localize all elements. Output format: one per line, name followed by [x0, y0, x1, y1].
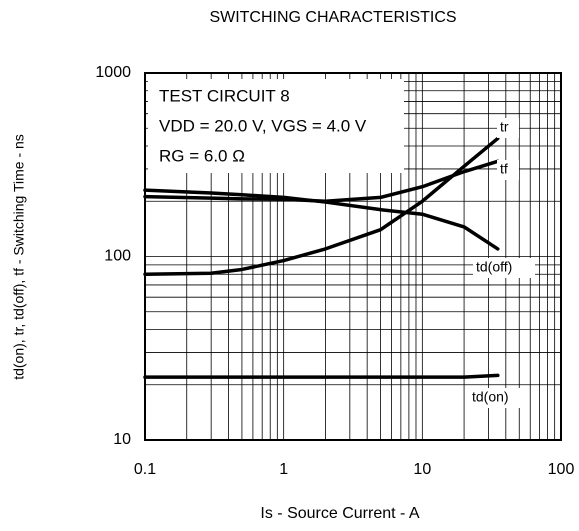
annotation-box	[148, 79, 404, 173]
x-axis-label: Is - Source Current - A	[260, 505, 419, 522]
annotation: VDD = 20.0 V, VGS = 4.0 V	[159, 116, 367, 135]
series-label-bg	[473, 258, 535, 278]
series-label: tf	[500, 161, 508, 177]
x-tick-label: 100	[548, 461, 575, 478]
series-label: td(on)	[472, 389, 509, 405]
y-tick-label: 100	[104, 248, 131, 265]
series-label-bg	[497, 118, 519, 138]
series-label: tr	[500, 119, 509, 135]
series-label-bg	[497, 160, 519, 180]
annotation: RG = 6.0 Ω	[159, 146, 245, 165]
plot-frame	[144, 72, 562, 441]
y-tick-label: 1000	[95, 64, 131, 81]
x-tick-label: 1	[279, 461, 288, 478]
series-line	[143, 373, 500, 379]
series-label: td(off)	[476, 259, 512, 275]
chart-title: SWITCHING CHARACTERISTICS	[209, 9, 456, 26]
x-tick-label: 10	[413, 461, 431, 478]
y-tick-label: 10	[113, 431, 131, 448]
annotation: TEST CIRCUIT 8	[159, 86, 290, 105]
x-tick-label: 0.1	[134, 461, 156, 478]
series-line	[143, 188, 500, 251]
series-label-bg	[469, 388, 523, 408]
y-axis-label: td(on), tr, td(off), tf - Switching Time…	[11, 134, 27, 380]
